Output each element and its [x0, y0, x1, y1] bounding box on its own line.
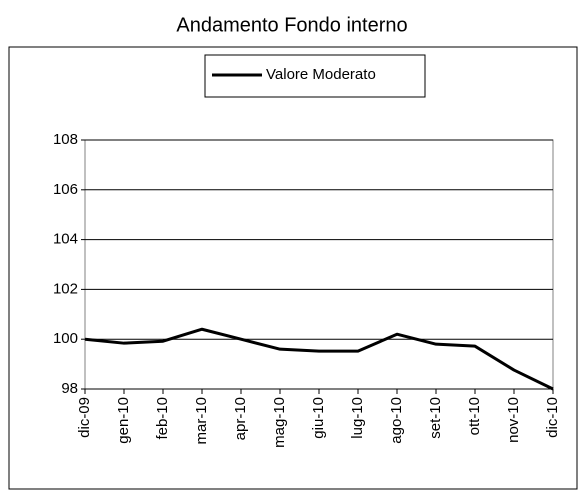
y-tick-label: 106	[53, 181, 78, 198]
x-tick-label: lug-10	[349, 397, 366, 439]
x-tick-label: feb-10	[154, 397, 171, 440]
x-tick-label: ago-10	[388, 397, 405, 444]
y-tick-label: 104	[53, 231, 78, 248]
line-series	[84, 327, 554, 391]
chart-frame	[8, 46, 578, 490]
x-tick-label: giu-10	[310, 397, 327, 439]
x-tick-label: set-10	[427, 397, 444, 439]
x-tick-label: apr-10	[232, 397, 249, 440]
y-tick-label: 102	[53, 280, 78, 297]
legend-label: Valore Moderato	[266, 66, 376, 83]
x-tick-label: mag-10	[271, 397, 288, 448]
x-tick-label: dic-10	[544, 397, 561, 438]
x-tick-label: dic-09	[76, 397, 93, 438]
y-tick-label: 98	[61, 380, 78, 397]
x-tick-label: mar-10	[193, 397, 210, 445]
x-tick-label: nov-10	[505, 397, 522, 443]
x-tick-label: ott-10	[466, 397, 483, 435]
y-tick-label: 100	[53, 330, 78, 347]
x-tick-label: gen-10	[115, 397, 132, 444]
chart-title: Andamento Fondo interno	[176, 14, 407, 36]
y-tick-label: 108	[53, 131, 78, 148]
